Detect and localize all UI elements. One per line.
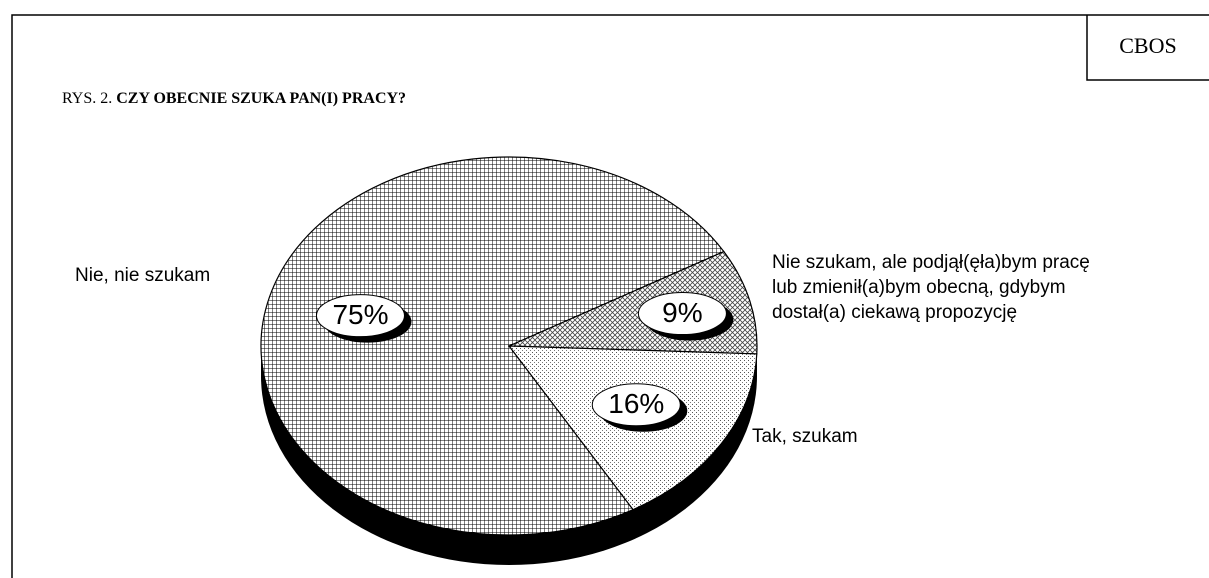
title: RYS. 2. CZY OBECNIE SZUKA PAN(I) PRACY? [62,90,406,107]
category-label: Nie, nie szukam [75,265,211,286]
source-box [1086,15,1209,81]
figure-label: RYS. 2. [62,90,112,107]
label-bubble [315,294,405,338]
pie: 9% 16% 75% [260,156,758,565]
pie-slice [260,156,725,536]
category-label: Nie szukam, ale podjął(ęła)bym pracę lub… [772,252,1090,323]
value-label: 9% [662,297,702,328]
value-label: 75% [332,299,388,330]
category-label: Tak, szukam [752,426,858,447]
source: CBOS [1119,33,1176,58]
title-text: CZY OBECNIE SZUKA PAN(I) PRACY? [116,90,406,107]
label-bubble [591,383,681,427]
frame [11,14,1209,578]
label-bubble [637,292,727,336]
value-label: 16% [608,388,664,419]
